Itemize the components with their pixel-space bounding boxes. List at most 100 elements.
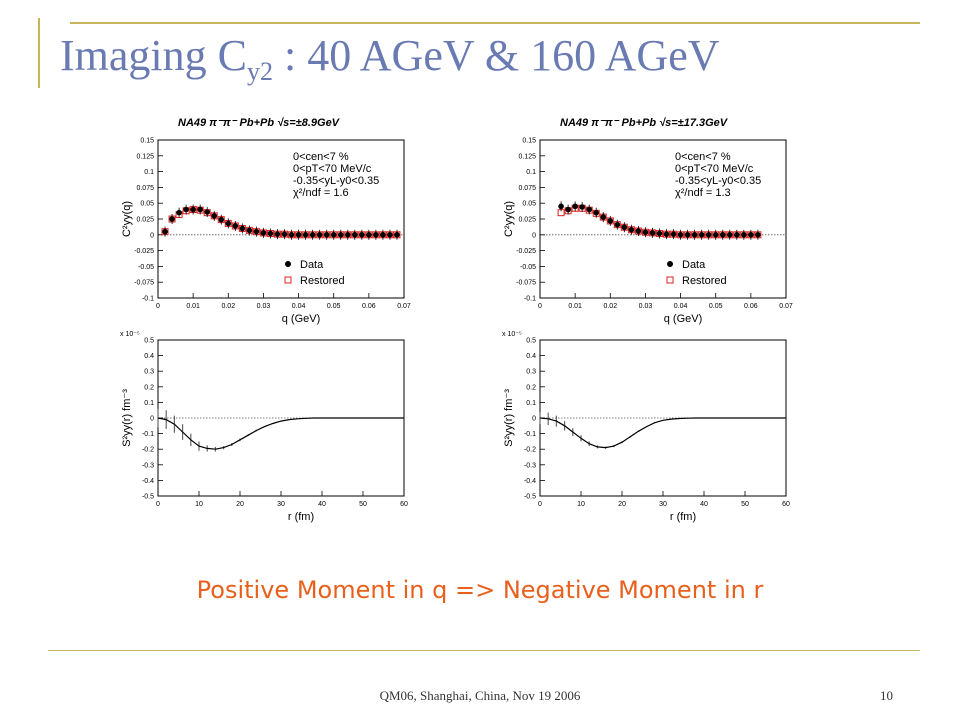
y-tick-label: 0.2 (144, 384, 154, 391)
x-tick-label: 0.03 (639, 303, 653, 310)
y-tick-label: 0.025 (518, 217, 536, 224)
data-point (741, 232, 747, 238)
y-axis-label: C²yy(q) (121, 201, 133, 237)
title-rest: : 40 AGeV & 160 AGeV (272, 31, 720, 80)
data-point (663, 231, 670, 237)
data-point (380, 232, 386, 238)
x-tick-label: 0.02 (603, 303, 617, 310)
x-tick-label: 40 (700, 501, 708, 508)
y-tick-label: 0.075 (518, 185, 536, 192)
data-point (330, 232, 337, 238)
scale-note: x 10⁻⁵ (502, 331, 522, 338)
x-axis-label: q (GeV) (282, 313, 321, 325)
x-tick-label: 0 (156, 501, 160, 508)
data-point (614, 221, 621, 228)
y-tick-label: -0.3 (142, 462, 154, 469)
source-function-line (157, 417, 404, 450)
y-tick-label: 0.1 (526, 400, 536, 407)
accent-top-line (70, 22, 920, 24)
legend-restored-marker (666, 276, 674, 284)
y-tick-label: 0.3 (526, 369, 536, 376)
data-point (726, 232, 733, 238)
y-tick-label: -0.1 (524, 431, 536, 438)
data-point (246, 227, 253, 234)
y-tick-label: 0.3 (144, 369, 154, 376)
title-subscript: y2 (246, 56, 273, 86)
data-point (600, 214, 607, 220)
y-axis-label: C²yy(q) (503, 201, 515, 237)
data-point (295, 232, 302, 238)
data-point (316, 232, 323, 238)
data-point (734, 232, 740, 238)
y-tick-label: 0.2 (526, 384, 536, 391)
chart-q-17-3: -0.1 -0.075 -0.05 -0.025 0 0.025 0.05 0.075 0.1 0… (503, 117, 793, 325)
data-point (698, 232, 705, 238)
data-point (260, 230, 267, 236)
x-tick-label: 20 (618, 501, 626, 508)
y-tick-label: 0.075 (136, 185, 154, 192)
scale-note: x 10⁻⁵ (120, 331, 140, 338)
data-point (649, 230, 656, 236)
data-point (218, 216, 225, 223)
chart-q-8-9: -0.1 -0.075 -0.05 -0.025 0 0.025 0.05 0.075 0.1 0… (121, 117, 411, 325)
x-tick-label: 50 (359, 501, 367, 508)
data-point (558, 203, 564, 210)
data-point (204, 209, 210, 215)
data-point (607, 218, 614, 224)
x-tick-label: 0.04 (674, 303, 688, 310)
x-tick-label: 0.06 (362, 303, 376, 310)
x-tick-label: 0.05 (709, 303, 723, 310)
data-point (705, 232, 712, 238)
data-point (684, 232, 691, 238)
data-point (712, 232, 719, 238)
x-tick-label: 0.07 (397, 303, 411, 310)
y-tick-label: 0 (150, 232, 154, 239)
x-tick-label: 0.07 (779, 303, 793, 310)
x-tick-label: 20 (236, 501, 244, 508)
legend-data-marker (667, 261, 673, 267)
footer-text: QM06, Shanghai, China, Nov 19 2006 (379, 688, 581, 703)
data-point (323, 232, 330, 238)
y-tick-label: -0.025 (516, 248, 536, 255)
y-tick-label: 0.1 (526, 169, 536, 176)
y-tick-label: 0.4 (526, 353, 536, 360)
legend-data-label: Data (300, 259, 324, 271)
y-tick-label: -0.1 (142, 431, 154, 438)
y-tick-label: -0.075 (516, 280, 536, 287)
data-point (593, 209, 600, 216)
x-tick-label: 10 (195, 501, 203, 508)
data-point (309, 232, 316, 238)
data-point (169, 216, 175, 222)
y-tick-label: -0.05 (520, 264, 536, 271)
x-tick-label: 10 (577, 501, 585, 508)
x-axis-label: r (fm) (670, 511, 696, 523)
data-point (670, 231, 677, 237)
x-tick-label: 0.03 (257, 303, 271, 310)
data-point (211, 213, 218, 219)
y-tick-label: 0.05 (522, 201, 536, 208)
legend-data-label: Data (682, 259, 706, 271)
data-point (373, 232, 379, 238)
data-point (302, 232, 309, 238)
annotation-text: χ²/ndf = 1.3 (675, 187, 731, 199)
page-number: 10 (880, 688, 893, 703)
x-axis-label: q (GeV) (664, 313, 703, 325)
y-tick-label: 0.125 (518, 153, 536, 160)
title-main: Imaging C (60, 31, 247, 80)
annotation-text: -0.35<yL-y0<0.35 (675, 175, 761, 187)
data-point (656, 230, 663, 237)
y-tick-label: 0 (150, 416, 154, 423)
data-point (162, 228, 168, 235)
x-tick-label: 50 (741, 501, 749, 508)
legend-restored-label: Restored (300, 275, 345, 287)
y-tick-label: 0.5 (526, 338, 536, 345)
data-point (642, 229, 649, 236)
annotation-text: 0<cen<7 % (293, 151, 349, 163)
x-tick-label: 30 (659, 501, 667, 508)
data-point (232, 223, 239, 229)
data-point (366, 232, 372, 238)
data-point (352, 232, 358, 238)
y-tick-label: 0 (532, 416, 536, 423)
y-tick-label: 0.15 (522, 138, 536, 145)
y-tick-label: 0.025 (136, 217, 154, 224)
